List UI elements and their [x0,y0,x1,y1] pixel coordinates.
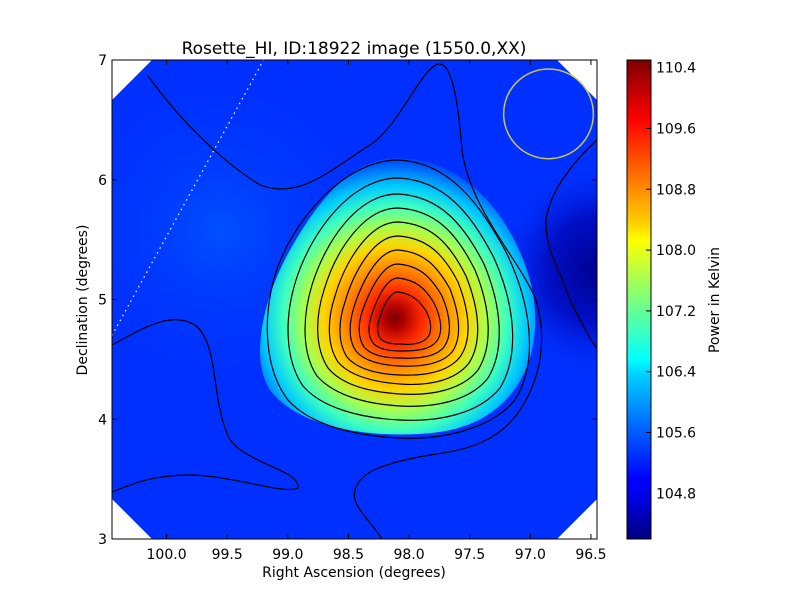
x-tick-label: 98.0 [393,547,424,563]
colorbar-tick-label: 107.2 [656,304,696,320]
contour-10 [377,291,432,345]
x-tick-label: 97.5 [454,547,485,563]
colorbar-ticks: 104.8 105.6 106.4 107.2 108.0 108.8 109.6 110.4 [646,61,696,502]
y-tick-label: 7 [98,53,107,69]
x-tick-label: 97.0 [515,547,546,563]
colorbar-tick-label: 105.6 [656,426,696,442]
colorbar-tick-label: 104.8 [656,486,696,502]
chart-title: Rosette_HI, ID:18922 image (1550.0,XX) [182,39,527,59]
contour-1 [266,159,531,439]
contour-7 [349,249,460,367]
contour-9 [368,277,442,352]
y-tick-label: 4 [98,412,107,428]
x-tick-label: 96.5 [575,547,606,563]
y-tick-label: 6 [98,173,107,189]
colorbar-label: Power in Kelvin [707,247,723,353]
contour-3 [304,193,500,407]
y-axis-ticks: 3 4 5 6 7 [98,53,597,548]
contour-outer-left [147,63,543,539]
beam-circle [502,68,595,160]
contour-8 [358,263,450,359]
contour-right-low [545,139,597,349]
colorbar-tick-label: 108.8 [656,182,696,198]
x-tick-label: 98.5 [333,547,364,563]
y-tick-label: 5 [98,293,107,309]
colorbar-tick-label: 106.4 [656,365,696,381]
contour-lower-left [112,319,299,493]
colorbar-tick-label: 109.6 [656,121,696,137]
colorbar-tick-label: 108.0 [656,243,696,259]
contour-2 [287,177,514,421]
contour-lines [112,63,597,539]
x-tick-label: 100.0 [147,547,187,563]
contour-4 [317,207,489,395]
y-tick-label: 3 [98,532,107,548]
x-axis-ticks: 100.0 99.5 99.0 98.5 98.0 97.5 97.0 96.5 [147,60,607,563]
contour-6 [339,235,469,376]
x-tick-label: 99.5 [212,547,243,563]
contour-5 [328,221,479,385]
x-axis-label: Right Ascension (degrees) [262,565,446,581]
colorbar [626,59,652,540]
colorbar-tick-label: 110.4 [656,61,696,77]
y-axis-label: Declination (degrees) [75,225,91,376]
x-tick-label: 99.0 [272,547,303,563]
